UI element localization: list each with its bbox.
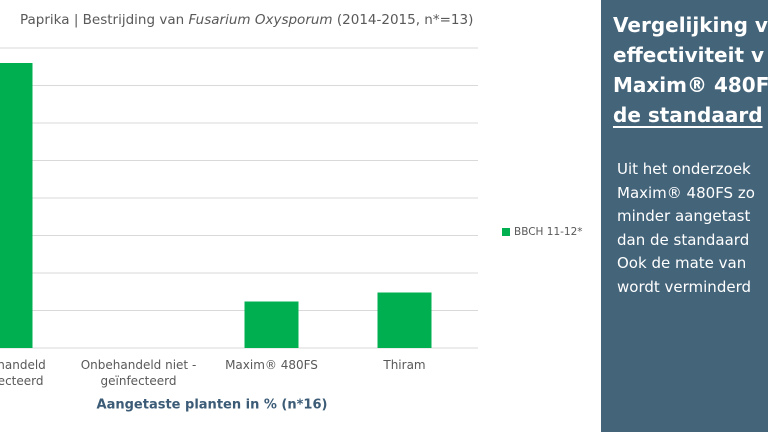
x-tick-label: Thiram bbox=[382, 358, 425, 372]
panel-body: Uit het onderzoek Maxim® 480FS zo minder a… bbox=[617, 158, 768, 299]
panel-line: Vergelijking v bbox=[613, 13, 768, 37]
side-panel: Vergelijking v effectiviteit v Maxim® 480F… bbox=[601, 0, 768, 432]
legend-swatch bbox=[502, 228, 510, 236]
title-part: Paprika | Bestrijding van bbox=[20, 12, 188, 28]
panel-line: Uit het onderzoek bbox=[617, 160, 751, 178]
legend-label: BBCH 11-12* bbox=[514, 226, 583, 238]
title-part: Fusarium Oxysporum bbox=[188, 12, 332, 28]
x-tick-label-line: Onbehandeld niet - bbox=[81, 358, 197, 372]
bar bbox=[377, 292, 432, 348]
x-tick-label-line: Thiram bbox=[382, 358, 425, 372]
bar bbox=[244, 301, 299, 348]
panel-line: Maxim® 480F bbox=[613, 73, 768, 97]
x-tick-label-line: geïnfecteerd bbox=[0, 374, 43, 388]
title-part: (2014-2015, n*=13) bbox=[333, 12, 474, 28]
chart-title: Paprika | Bestrijding van Fusarium Oxysp… bbox=[20, 12, 473, 28]
x-tick-label: Onbehandeld niet - geïnfecteerd bbox=[81, 358, 197, 388]
panel-line: Ook de mate van bbox=[617, 254, 747, 272]
bar bbox=[0, 63, 33, 348]
panel-line: dan de standaard bbox=[617, 230, 750, 249]
panel-line: minder aangetast bbox=[617, 207, 751, 225]
x-tick-label-line: Onbehandeld bbox=[0, 358, 46, 372]
x-axis-label: Aangetaste planten in % (n*16) bbox=[97, 398, 328, 413]
x-tick-label: Onbehandeld geïnfecteerd bbox=[0, 358, 46, 388]
panel-line: wordt verminderd bbox=[617, 277, 751, 296]
x-tick-label-line: geïnfecteerd bbox=[101, 374, 177, 388]
x-tick-label: Maxim® 480FS bbox=[225, 358, 318, 372]
x-tick-label-line: Maxim® 480FS bbox=[225, 358, 318, 372]
panel-line: effectiviteit v bbox=[613, 43, 765, 67]
panel-heading: Vergelijking v effectiviteit v Maxim® 480F… bbox=[613, 10, 768, 130]
chart: Paprika | Bestrijding van Fusarium Oxysp… bbox=[0, 12, 583, 413]
panel-line: de standaard bbox=[613, 103, 763, 127]
panel-line: Maxim® 480FS zo bbox=[617, 183, 755, 202]
